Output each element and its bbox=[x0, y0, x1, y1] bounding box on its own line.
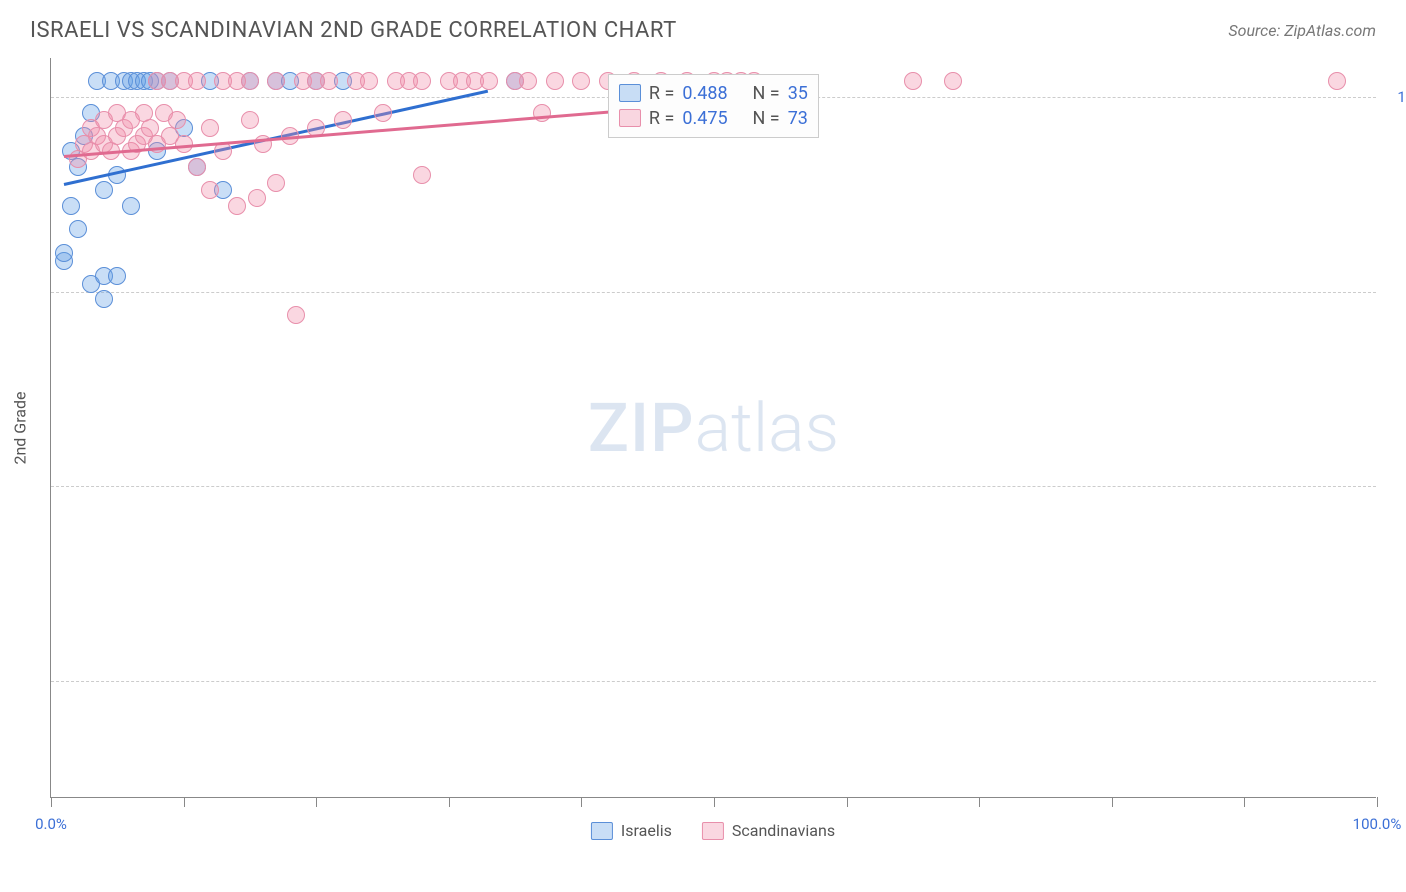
stats-n-value: 35 bbox=[788, 83, 808, 104]
x-tick bbox=[847, 797, 848, 807]
data-point bbox=[267, 72, 285, 90]
legend-swatch-israelis bbox=[591, 822, 613, 840]
data-point bbox=[546, 72, 564, 90]
x-tick bbox=[581, 797, 582, 807]
data-point bbox=[62, 197, 80, 215]
y-tick-label: 92.5% bbox=[1386, 672, 1406, 690]
x-tick bbox=[184, 797, 185, 807]
data-point bbox=[108, 267, 126, 285]
x-tick bbox=[1112, 797, 1113, 807]
x-tick-label: 0.0% bbox=[35, 815, 67, 833]
stats-r-label: R = bbox=[649, 83, 674, 104]
data-point bbox=[413, 72, 431, 90]
y-axis-label: 2nd Grade bbox=[11, 391, 30, 464]
data-point bbox=[519, 72, 537, 90]
gridline bbox=[51, 486, 1376, 487]
data-point bbox=[320, 72, 338, 90]
x-tick bbox=[714, 797, 715, 807]
data-point bbox=[201, 119, 219, 137]
stats-n-label: N = bbox=[753, 108, 780, 129]
stats-row: R = 0.488 N = 35 bbox=[619, 81, 808, 106]
legend-label-scandinavians: Scandinavians bbox=[732, 821, 835, 840]
data-point bbox=[122, 197, 140, 215]
data-point bbox=[480, 72, 498, 90]
x-tick bbox=[1377, 797, 1378, 807]
stats-box: R = 0.488 N = 35 R = 0.475 N = 73 bbox=[608, 74, 819, 138]
source-attribution: Source: ZipAtlas.com bbox=[1228, 21, 1376, 40]
x-tick bbox=[316, 797, 317, 807]
data-point bbox=[55, 244, 73, 262]
gridline bbox=[51, 292, 1376, 293]
y-tick-label: 97.5% bbox=[1386, 283, 1406, 301]
chart-container: 2nd Grade ZIPatlas 92.5%95.0%97.5%100.0%… bbox=[50, 58, 1376, 798]
stats-r-value: 0.475 bbox=[682, 108, 727, 129]
data-point bbox=[334, 111, 352, 129]
bottom-legend: Israelis Scandinavians bbox=[591, 821, 835, 840]
gridline bbox=[51, 681, 1376, 682]
legend-label-israelis: Israelis bbox=[621, 821, 672, 840]
x-tick bbox=[449, 797, 450, 807]
stats-r-value: 0.488 bbox=[682, 83, 727, 104]
x-tick bbox=[979, 797, 980, 807]
legend-swatch-scandinavians bbox=[702, 822, 724, 840]
data-point bbox=[95, 181, 113, 199]
data-point bbox=[241, 72, 259, 90]
chart-title: ISRAELI VS SCANDINAVIAN 2ND GRADE CORREL… bbox=[30, 18, 677, 43]
data-point bbox=[944, 72, 962, 90]
data-point bbox=[95, 290, 113, 308]
watermark: ZIPatlas bbox=[588, 388, 839, 468]
data-point bbox=[1328, 72, 1346, 90]
legend-item-scandinavians: Scandinavians bbox=[702, 821, 835, 840]
data-point bbox=[360, 72, 378, 90]
x-tick-label: 100.0% bbox=[1353, 815, 1402, 833]
data-point bbox=[413, 166, 431, 184]
data-point bbox=[69, 220, 87, 238]
data-point bbox=[201, 181, 219, 199]
data-point bbox=[228, 197, 246, 215]
data-point bbox=[241, 111, 259, 129]
data-point bbox=[267, 174, 285, 192]
stats-swatch bbox=[619, 109, 641, 127]
data-point bbox=[572, 72, 590, 90]
x-tick bbox=[51, 797, 52, 807]
data-point bbox=[168, 111, 186, 129]
data-point bbox=[287, 306, 305, 324]
data-point bbox=[374, 104, 392, 122]
y-tick-label: 95.0% bbox=[1386, 477, 1406, 495]
stats-r-label: R = bbox=[649, 108, 674, 129]
x-tick bbox=[1244, 797, 1245, 807]
legend-item-israelis: Israelis bbox=[591, 821, 672, 840]
stats-swatch bbox=[619, 84, 641, 102]
stats-n-label: N = bbox=[753, 83, 780, 104]
data-point bbox=[904, 72, 922, 90]
stats-row: R = 0.475 N = 73 bbox=[619, 106, 808, 131]
y-tick-label: 100.0% bbox=[1386, 88, 1406, 106]
plot-area: ZIPatlas 92.5%95.0%97.5%100.0%0.0%100.0%… bbox=[50, 58, 1376, 798]
data-point bbox=[248, 189, 266, 207]
data-point bbox=[188, 72, 206, 90]
data-point bbox=[188, 158, 206, 176]
stats-n-value: 73 bbox=[788, 108, 808, 129]
